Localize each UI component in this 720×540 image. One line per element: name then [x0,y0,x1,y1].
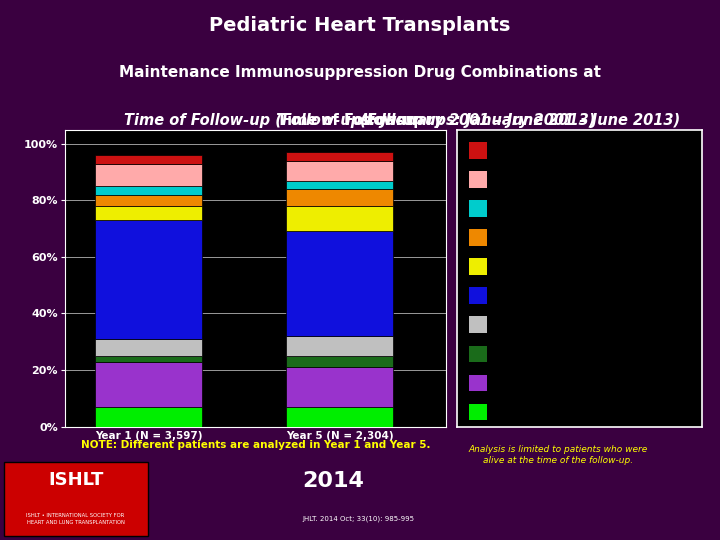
Text: JHLT. 2014 Oct; 33(10): 985-995: JHLT. 2014 Oct; 33(10): 985-995 [302,516,415,522]
Text: Time of Follow-up (Follow-ups: January 2001 – June 2013): Time of Follow-up (Follow-ups: January 2… [125,113,595,129]
Bar [286,206,393,232]
Bar [469,258,487,275]
Bar [469,403,487,420]
Bar [95,186,202,194]
Bar [95,155,202,164]
Bar [95,220,202,339]
Bar [469,346,487,362]
Bar [95,356,202,362]
Text: 2014: 2014 [302,471,364,491]
Text: NOTE: Different patients are analyzed in Year 1 and Year 5.: NOTE: Different patients are analyzed in… [81,440,431,450]
Bar [286,189,393,206]
Bar [95,206,202,220]
Bar [469,200,487,217]
Text: Maintenance Immunosuppression Drug Combinations at: Maintenance Immunosuppression Drug Combi… [119,65,601,80]
Text: Pediatric Heart Transplants: Pediatric Heart Transplants [210,16,510,35]
Text: Analysis is limited to patients who were
alive at the time of the follow-up.: Analysis is limited to patients who were… [469,446,647,465]
Bar [95,339,202,356]
Bar [95,194,202,206]
Text: (Follow-ups: January 2001 – June 2013): (Follow-ups: January 2001 – June 2013) [360,113,680,129]
Bar [286,232,393,336]
Text: ISHLT: ISHLT [48,471,103,489]
Bar [469,230,487,246]
Bar [286,152,393,161]
Bar [469,171,487,187]
Bar [469,142,487,159]
Bar [286,367,393,407]
Bar [469,316,487,333]
Bar [469,375,487,391]
Bar [286,336,393,356]
FancyBboxPatch shape [4,462,148,536]
Bar [469,287,487,304]
Bar [95,362,202,407]
Bar [286,180,393,189]
Bar [286,161,393,180]
Text: Time of Follow-up: Time of Follow-up [277,113,429,129]
Bar [286,407,393,427]
Bar [95,164,202,186]
Bar [95,407,202,427]
Bar [286,356,393,367]
Text: ISHLT • INTERNATIONAL SOCIETY FOR
HEART AND LUNG TRANSPLANTATION: ISHLT • INTERNATIONAL SOCIETY FOR HEART … [27,514,125,525]
